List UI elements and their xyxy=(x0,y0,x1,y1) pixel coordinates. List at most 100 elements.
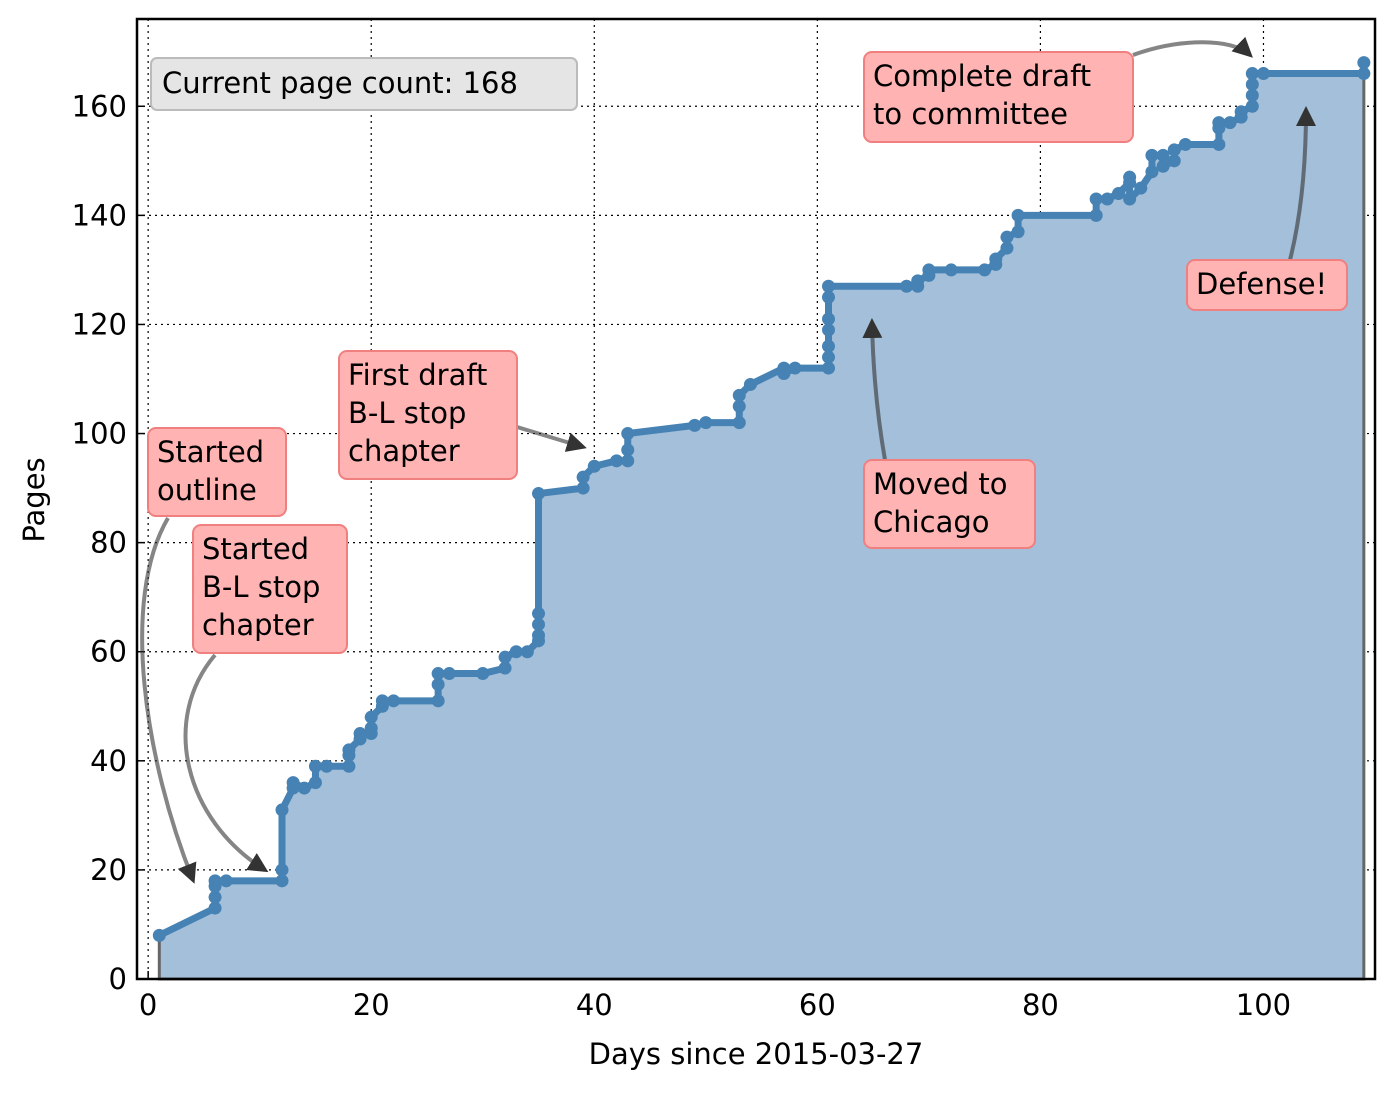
point xyxy=(275,874,289,888)
point xyxy=(532,487,546,501)
point xyxy=(1178,137,1192,151)
point xyxy=(342,743,356,757)
point xyxy=(1011,225,1025,239)
annotation-text: Chicago xyxy=(873,505,990,539)
point xyxy=(587,459,601,473)
point xyxy=(922,263,936,277)
point xyxy=(732,416,746,430)
annotation-text: B-L stop xyxy=(348,396,466,430)
plot-frame xyxy=(135,17,1377,981)
point xyxy=(621,454,635,468)
point xyxy=(498,650,512,664)
annotation-arrow xyxy=(140,516,197,884)
point xyxy=(989,252,1003,266)
point xyxy=(308,759,322,773)
x-tick-label: 20 xyxy=(353,988,390,1022)
annotation-text: First draft xyxy=(348,358,487,392)
y-tick-label: 20 xyxy=(90,853,127,887)
point xyxy=(621,443,635,457)
point xyxy=(610,454,624,468)
point xyxy=(297,781,311,795)
point xyxy=(353,727,367,741)
annotation-text: to committee xyxy=(873,97,1068,131)
point xyxy=(1167,154,1181,168)
point xyxy=(821,361,835,375)
point xyxy=(821,290,835,304)
point xyxy=(1123,192,1137,206)
point xyxy=(532,628,546,642)
y-tick-label: 60 xyxy=(90,635,127,669)
annotation-text: Started xyxy=(157,435,264,469)
x-tick-label: 60 xyxy=(799,988,836,1022)
point xyxy=(576,470,590,484)
annotation-box xyxy=(863,459,1036,549)
point xyxy=(576,481,590,495)
y-tick-label: 80 xyxy=(90,526,127,560)
y-tick-label: 0 xyxy=(109,962,127,996)
point xyxy=(364,721,378,735)
point xyxy=(821,312,835,326)
point xyxy=(1134,181,1148,195)
point xyxy=(1145,165,1159,179)
x-tick-label: 0 xyxy=(139,988,157,1022)
point xyxy=(1212,137,1226,151)
point xyxy=(1000,241,1014,255)
point xyxy=(1156,148,1170,162)
point xyxy=(208,901,222,915)
annotation-box xyxy=(147,427,287,517)
point xyxy=(431,677,445,691)
point xyxy=(821,339,835,353)
annotation-arrow xyxy=(183,653,269,873)
point xyxy=(219,874,233,888)
annotation-text: Complete draft xyxy=(873,59,1091,93)
y-tick-label: 120 xyxy=(72,307,127,341)
point xyxy=(152,928,166,942)
point xyxy=(308,776,322,790)
y-tick-label: 140 xyxy=(72,198,127,232)
point xyxy=(900,279,914,293)
point xyxy=(1357,56,1371,70)
point xyxy=(364,710,378,724)
annotation-box xyxy=(863,51,1134,143)
point xyxy=(1145,148,1159,162)
annotation-box xyxy=(1186,259,1348,311)
point xyxy=(286,776,300,790)
point xyxy=(275,803,289,817)
point xyxy=(208,890,222,904)
area xyxy=(157,62,1366,981)
point xyxy=(498,661,512,675)
point xyxy=(788,361,802,375)
point xyxy=(944,263,958,277)
annotation-text: chapter xyxy=(202,608,314,642)
point xyxy=(1011,208,1025,222)
y-tick-label: 40 xyxy=(90,744,127,778)
point xyxy=(532,607,546,621)
annotation-arrow xyxy=(1288,106,1316,261)
point xyxy=(1167,143,1181,157)
point xyxy=(743,377,757,391)
point xyxy=(1089,192,1103,206)
point xyxy=(732,388,746,402)
x-tick-label: 40 xyxy=(576,988,613,1022)
point xyxy=(1089,208,1103,222)
annotation-text: B-L stop xyxy=(202,570,320,604)
point xyxy=(1156,159,1170,173)
point xyxy=(1000,230,1014,244)
x-tick-label: 80 xyxy=(1022,988,1059,1022)
point xyxy=(621,427,635,441)
point xyxy=(1245,67,1259,81)
annotation-text: Moved to xyxy=(873,467,1008,501)
annotation-text: Defense! xyxy=(1196,267,1327,301)
point xyxy=(375,694,389,708)
point xyxy=(208,874,222,888)
point xyxy=(275,863,289,877)
point xyxy=(1357,67,1371,81)
point xyxy=(821,279,835,293)
point xyxy=(688,418,702,432)
info-box xyxy=(150,57,578,111)
annotation-text: outline xyxy=(157,473,257,507)
point xyxy=(1234,105,1248,119)
annotation-box xyxy=(338,350,518,480)
annotation-text: Started xyxy=(202,532,309,566)
annotation-text: chapter xyxy=(348,434,460,468)
